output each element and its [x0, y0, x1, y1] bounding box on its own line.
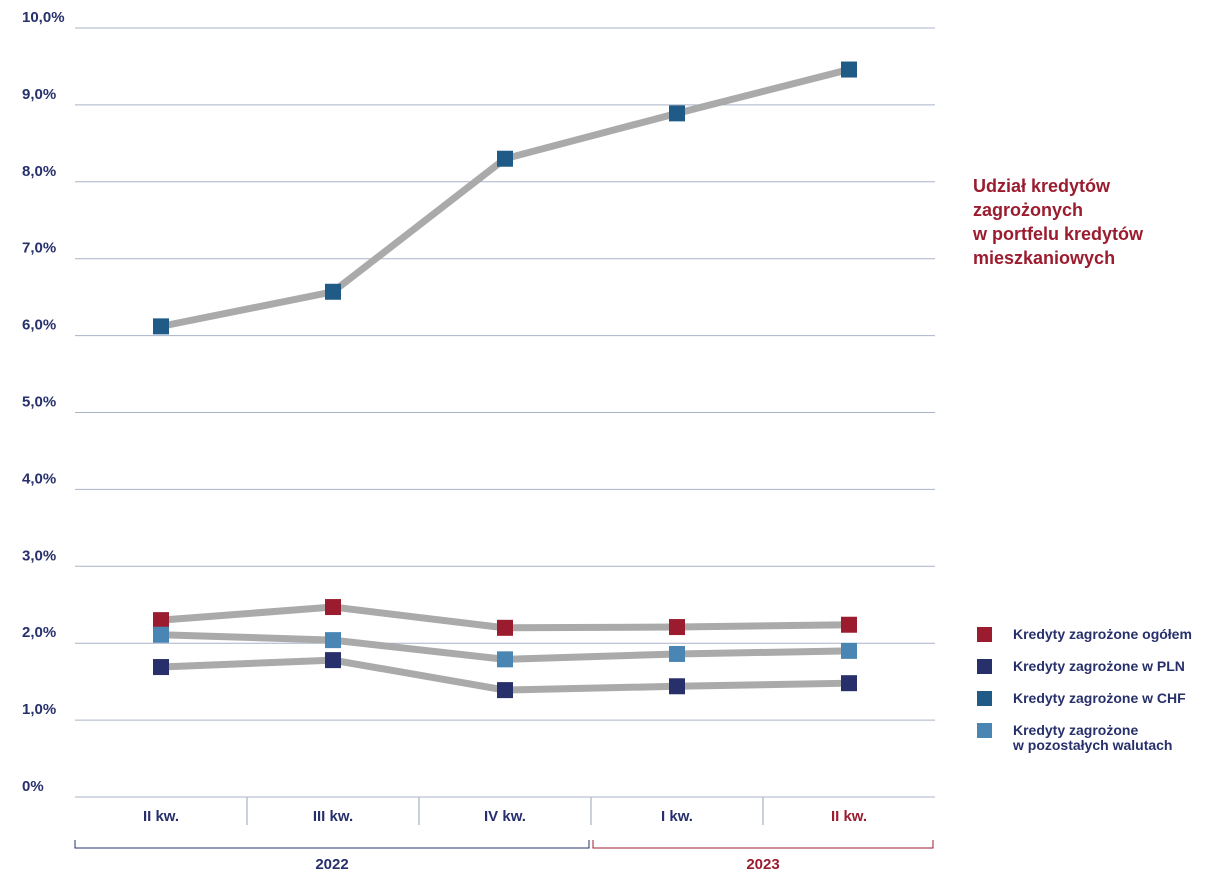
legend-label: Kredyty zagrożone w PLN	[1013, 658, 1185, 674]
legend-swatch	[977, 691, 992, 706]
marker	[325, 652, 341, 669]
y-tick-label: 9,0%	[22, 86, 56, 103]
y-tick-label: 6,0%	[22, 317, 56, 334]
series-line	[160, 66, 850, 330]
marker	[841, 616, 857, 633]
chart-title: Udział kredytów zagrożonych w portfelu k…	[973, 176, 1144, 268]
marker	[153, 659, 169, 676]
marker	[497, 682, 513, 699]
marker	[325, 283, 341, 300]
legend-swatch	[977, 723, 992, 738]
marker	[841, 675, 857, 692]
y-tick-label: 7,0%	[22, 240, 56, 257]
year-label: 2023	[746, 856, 779, 873]
y-tick-label: 3,0%	[22, 547, 56, 564]
x-tick-label: II kw.	[143, 808, 179, 825]
legend-label: Kredyty zagrożone w CHF	[1013, 690, 1186, 706]
y-tick-label: 0%	[22, 778, 44, 795]
legend-label: Kredyty zagrożone ogółem	[1013, 626, 1192, 642]
year-bracket	[74, 840, 590, 849]
y-tick-label: 1,0%	[22, 701, 56, 718]
legend-swatch	[977, 659, 992, 674]
marker	[669, 105, 685, 122]
x-tick-label: I kw.	[661, 808, 693, 825]
x-tick-label: III kw.	[313, 808, 353, 825]
year-bracket	[592, 840, 934, 849]
y-tick-label: 4,0%	[22, 470, 56, 487]
marker	[669, 619, 685, 636]
marker	[841, 642, 857, 659]
marker	[153, 626, 169, 643]
marker	[669, 645, 685, 662]
year-label: 2022	[315, 856, 348, 873]
y-tick-label: 2,0%	[22, 624, 56, 641]
y-tick-label: 8,0%	[22, 163, 56, 180]
marker	[153, 318, 169, 335]
marker	[669, 678, 685, 695]
x-tick-label: II kw.	[831, 808, 867, 825]
y-tick-label: 5,0%	[22, 393, 56, 410]
marker	[325, 632, 341, 649]
marker	[497, 651, 513, 668]
marker	[325, 599, 341, 616]
x-tick-label: IV kw.	[484, 808, 526, 825]
marker	[841, 61, 857, 78]
legend-swatch	[977, 627, 992, 642]
legend-label: Kredyty zagrożone w pozostałych walutach	[1013, 722, 1173, 753]
marker	[497, 150, 513, 167]
marker	[153, 612, 169, 629]
marker	[497, 619, 513, 636]
y-tick-label: 10,0%	[22, 9, 65, 26]
